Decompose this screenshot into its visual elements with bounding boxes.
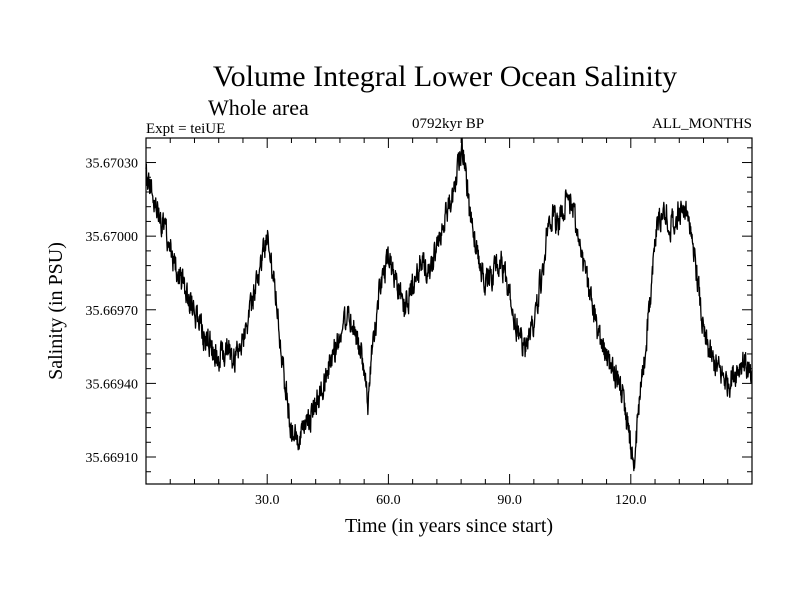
y-axis-tick-labels: 35.66910 35.66940 35.66970 35.67000 35.67030 [86, 157, 139, 466]
y-tick-label: 35.66910 [86, 451, 139, 466]
x-axis-tick-labels: 30.0 60.0 90.0 120.0 [255, 493, 647, 508]
y-axis-ticks [146, 147, 752, 473]
plot-frame [145, 137, 753, 485]
chart-subtitle: Whole area [208, 95, 309, 120]
x-axis-ticks [169, 138, 729, 484]
y-axis-label: Salinity (in PSU) [45, 242, 67, 380]
x-tick-label: 120.0 [615, 493, 647, 508]
plot-area [145, 137, 753, 485]
y-tick-label: 35.66940 [86, 377, 139, 392]
months-label: ALL_MONTHS [652, 116, 752, 132]
salinity-series-line [145, 137, 753, 472]
period-label: 0792kyr BP [412, 116, 484, 132]
y-tick-label: 35.67030 [86, 157, 139, 172]
x-tick-label: 60.0 [376, 493, 401, 508]
chart-title: Volume Integral Lower Ocean Salinity [213, 60, 677, 93]
y-tick-label: 35.67000 [86, 230, 139, 245]
x-tick-label: 30.0 [255, 493, 280, 508]
experiment-label: Expt = teiUE [146, 121, 225, 137]
x-axis-label: Time (in years since start) [345, 515, 553, 537]
x-tick-label: 90.0 [497, 493, 522, 508]
y-tick-label: 35.66970 [86, 304, 139, 319]
